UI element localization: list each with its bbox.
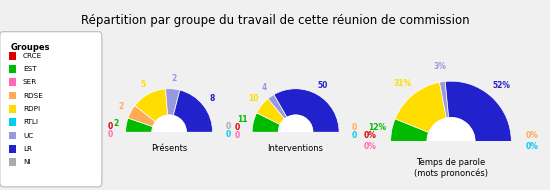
Text: 2: 2 [119,102,124,111]
Text: 0: 0 [351,131,357,140]
Text: UC: UC [23,133,33,139]
Text: 0%: 0% [526,131,539,140]
Bar [366,142,536,190]
Wedge shape [395,82,447,132]
Text: 10: 10 [248,94,258,103]
FancyBboxPatch shape [0,32,102,187]
Bar [9,132,16,139]
Text: 2: 2 [113,119,118,128]
Wedge shape [252,113,280,132]
Text: Répartition par groupe du travail de cette réunion de commission: Répartition par groupe du travail de cet… [81,14,469,27]
Bar [9,65,16,73]
Bar [108,132,230,180]
Text: EST: EST [23,66,37,72]
Bar [9,52,16,59]
Wedge shape [268,95,287,119]
Bar [9,92,16,99]
Text: Groupes: Groupes [10,43,50,52]
Text: NI: NI [23,159,31,165]
Text: 0%: 0% [526,142,539,151]
Text: Temps de parole
(mots prononcés): Temps de parole (mots prononcés) [414,158,488,178]
Text: 2: 2 [171,74,176,83]
Text: 0: 0 [225,130,230,139]
Text: Présents: Présents [151,144,187,153]
Text: 12%: 12% [368,123,386,131]
Text: RDPI: RDPI [23,106,40,112]
Text: 4: 4 [262,83,267,92]
Wedge shape [128,105,156,127]
Text: 31%: 31% [394,79,412,88]
Wedge shape [445,81,512,142]
Bar [9,78,16,86]
Text: 0: 0 [108,123,113,131]
Bar [9,158,16,166]
Wedge shape [125,118,153,132]
Text: 52%: 52% [493,81,511,90]
Wedge shape [439,82,449,118]
Text: 50: 50 [317,81,328,90]
Wedge shape [135,89,168,122]
Text: RDSE: RDSE [23,93,43,99]
Circle shape [278,115,313,150]
Text: SER: SER [23,79,37,86]
Text: 0: 0 [108,130,113,139]
Wedge shape [274,89,339,132]
Wedge shape [166,89,180,115]
Bar [9,118,16,126]
Text: RTLI: RTLI [23,120,38,125]
Circle shape [152,115,186,150]
Text: 0%: 0% [363,131,376,140]
Circle shape [427,117,475,166]
Wedge shape [173,90,213,132]
Wedge shape [257,99,284,124]
Text: LR: LR [23,146,32,152]
Text: 3%: 3% [434,62,447,71]
Text: 0: 0 [225,123,230,131]
Text: Interventions: Interventions [268,144,323,153]
Text: 0: 0 [234,131,240,140]
Text: 0: 0 [234,123,240,132]
Text: 0%: 0% [363,142,376,151]
Text: 8: 8 [210,94,215,103]
Text: 5: 5 [141,80,146,89]
Bar [9,145,16,153]
Text: 11: 11 [238,115,248,124]
Text: 0: 0 [351,123,357,132]
Wedge shape [390,119,428,142]
Bar [235,132,356,180]
Text: CRCE: CRCE [23,53,42,59]
Bar [9,105,16,113]
